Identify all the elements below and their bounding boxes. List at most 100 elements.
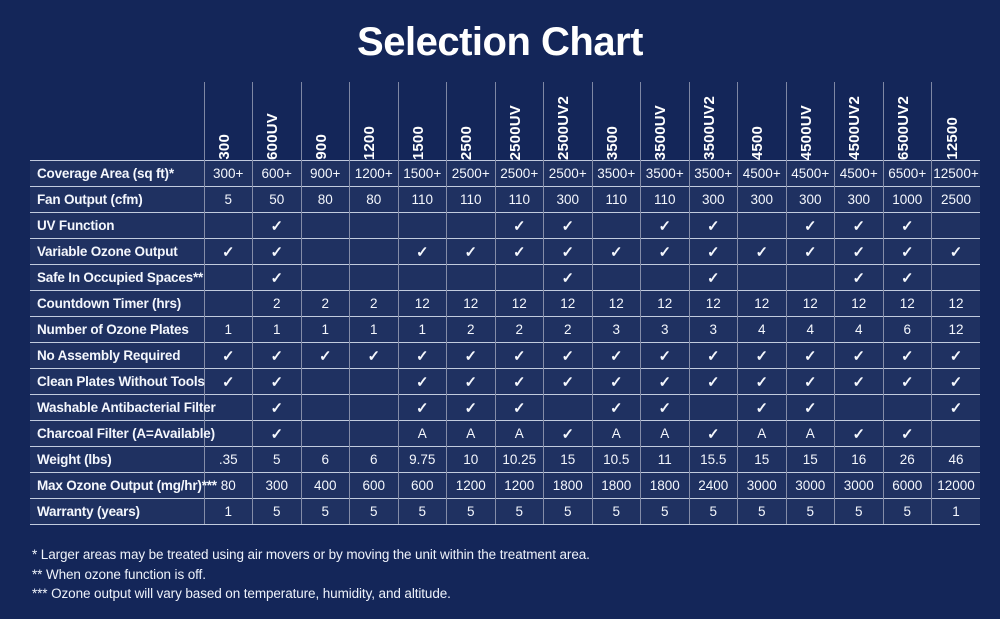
table-cell: 16 xyxy=(834,446,883,473)
table-cell: 3500+ xyxy=(640,160,689,187)
row-label: Fan Output (cfm) xyxy=(30,186,204,213)
column-header-900: 900 xyxy=(300,82,350,161)
table-cell: 1200+ xyxy=(349,160,398,187)
product-comparison-table: 300 600UV 900 1200 1500 2500 2500UV 2500UV2 3500… xyxy=(30,82,980,525)
column-header-2500uv: 2500UV xyxy=(494,82,544,161)
table-cell: A xyxy=(591,420,641,447)
table-cell: 12 xyxy=(494,290,544,317)
check-cell: ✓ xyxy=(785,342,835,369)
table-cell: 300 xyxy=(688,186,738,213)
check-cell: ✓ xyxy=(494,238,544,265)
table-row: Safe In Occupied Spaces** ✓ ✓ ✓ ✓ ✓ xyxy=(30,264,980,291)
table-cell: 300 xyxy=(834,186,883,213)
column-header-3500uv: 3500UV xyxy=(640,82,689,161)
table-cell xyxy=(591,264,641,291)
check-cell: ✓ xyxy=(737,238,786,265)
table-cell xyxy=(397,212,447,239)
table-cell: 900+ xyxy=(300,160,350,187)
table-row: Variable Ozone Output ✓ ✓ ✓ ✓ ✓ ✓ ✓ ✓ ✓ ✓ ✓ ✓ ✓ ✓ xyxy=(30,238,980,265)
row-label: No Assembly Required xyxy=(30,342,204,369)
table-cell: 2500 xyxy=(931,186,980,213)
table-cell: 5 xyxy=(834,498,883,525)
row-label: Max Ozone Output (mg/hr)*** xyxy=(30,472,217,499)
table-row: No Assembly Required ✓ ✓ ✓ ✓ ✓ ✓ ✓ ✓ ✓ ✓ ✓ ✓ ✓ ✓ ✓ ✓ xyxy=(30,342,980,369)
table-cell: 400 xyxy=(300,472,350,499)
check-cell: ✓ xyxy=(543,238,592,265)
check-cell: ✓ xyxy=(203,238,253,265)
column-header-3500: 3500 xyxy=(591,82,641,161)
footnotes: * Larger areas may be treated using air … xyxy=(32,545,590,604)
check-cell: ✓ xyxy=(688,238,738,265)
table-cell: 46 xyxy=(931,446,980,473)
check-cell: ✓ xyxy=(688,212,738,239)
table-cell: 2 xyxy=(446,316,495,343)
table-cell: 11 xyxy=(640,446,689,473)
table-cell: 10.5 xyxy=(591,446,641,473)
check-cell: ✓ xyxy=(543,212,592,239)
table-cell xyxy=(931,264,980,291)
check-cell: ✓ xyxy=(882,368,932,395)
table-cell xyxy=(931,212,980,239)
check-cell: ✓ xyxy=(494,342,544,369)
table-cell: 6 xyxy=(882,316,932,343)
check-cell: ✓ xyxy=(543,264,592,291)
table-cell: 2500+ xyxy=(446,160,495,187)
table-cell xyxy=(543,394,592,421)
table-cell: 15 xyxy=(543,446,592,473)
check-cell: ✓ xyxy=(300,342,350,369)
table-cell xyxy=(446,212,495,239)
check-cell: ✓ xyxy=(543,420,592,447)
check-cell: ✓ xyxy=(640,368,689,395)
table-cell: 5 xyxy=(300,498,350,525)
table-cell: 5 xyxy=(688,498,738,525)
row-label: Charcoal Filter (A=Available) xyxy=(30,420,215,447)
table-cell: 2 xyxy=(543,316,592,343)
check-cell: ✓ xyxy=(834,264,883,291)
table-cell: A xyxy=(640,420,689,447)
table-cell: 300 xyxy=(785,186,835,213)
table-cell xyxy=(591,212,641,239)
table-cell: 3000 xyxy=(737,472,786,499)
table-cell: 12 xyxy=(931,290,980,317)
table-row: Countdown Timer (hrs) 2 2 2 12 12 12 12 12 12 12 12… xyxy=(30,290,980,317)
table-cell: 1800 xyxy=(543,472,592,499)
footnote-2: ** When ozone function is off. xyxy=(32,566,206,582)
check-cell: ✓ xyxy=(252,212,301,239)
table-cell: 5 xyxy=(882,498,932,525)
table-cell xyxy=(203,394,253,421)
check-cell: ✓ xyxy=(252,238,301,265)
table-cell: 1 xyxy=(203,498,253,525)
check-cell: ✓ xyxy=(252,420,301,447)
table-cell: 5 xyxy=(543,498,592,525)
table-cell: 3000 xyxy=(834,472,883,499)
column-header-1500: 1500 xyxy=(397,82,447,161)
table-cell: 2 xyxy=(494,316,544,343)
check-cell: ✓ xyxy=(543,368,592,395)
table-cell: 15 xyxy=(737,446,786,473)
table-row: UV Function ✓ ✓ ✓ ✓ ✓ ✓ ✓ ✓ xyxy=(30,212,980,239)
table-row: Max Ozone Output (mg/hr)*** 80 300 400 600 60… xyxy=(30,472,980,499)
check-cell: ✓ xyxy=(252,264,301,291)
table-cell: 1200 xyxy=(494,472,544,499)
table-row: Warranty (years) 1 5 5 5 5 5 5 5 5 5 5 5 5 5 5 1 xyxy=(30,498,980,525)
table-cell: 6 xyxy=(349,446,398,473)
table-cell: 1 xyxy=(931,498,980,525)
check-cell: ✓ xyxy=(591,342,641,369)
row-label: Weight (lbs) xyxy=(30,446,204,473)
table-cell: 80 xyxy=(349,186,398,213)
table-cell: 1500+ xyxy=(397,160,447,187)
check-cell: ✓ xyxy=(640,238,689,265)
table-cell xyxy=(300,238,350,265)
row-label: Countdown Timer (hrs) xyxy=(30,290,204,317)
table-cell: 5 xyxy=(737,498,786,525)
table-cell: 2 xyxy=(252,290,301,317)
table-cell: 3 xyxy=(640,316,689,343)
check-cell: ✓ xyxy=(688,264,738,291)
table-cell: 3 xyxy=(591,316,641,343)
table-row: Weight (lbs) .35 5 6 6 9.75 10 10.25 15 10.5 11 15.… xyxy=(30,446,980,473)
table-cell xyxy=(931,420,980,447)
table-cell: A xyxy=(494,420,544,447)
table-cell: A xyxy=(397,420,447,447)
table-cell: A xyxy=(785,420,835,447)
table-cell: 5 xyxy=(591,498,641,525)
